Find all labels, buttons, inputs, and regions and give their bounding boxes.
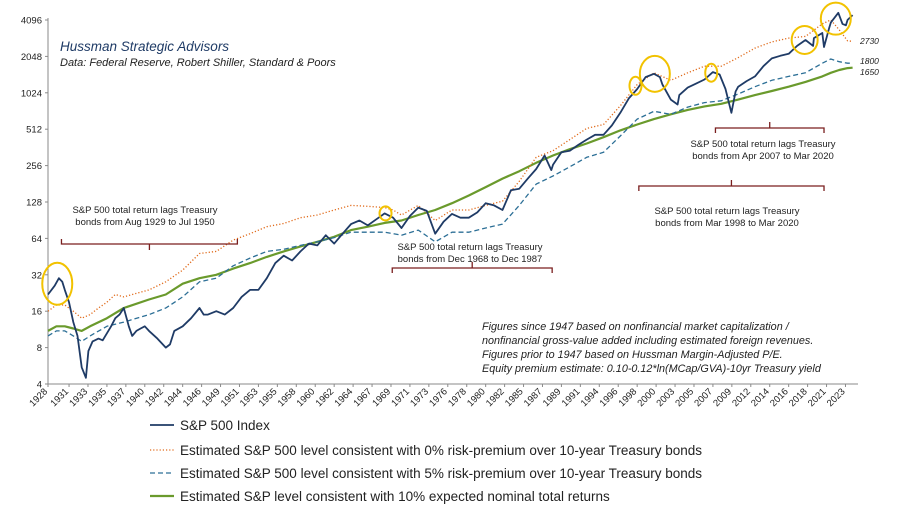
circle-1998 xyxy=(628,75,643,96)
y-tick-label: 1024 xyxy=(21,88,42,99)
x-tick-label: 1982 xyxy=(484,386,507,409)
x-tick-label: 1928 xyxy=(27,386,50,409)
series-zero-premium-line xyxy=(47,19,853,319)
annotation-bracket xyxy=(638,180,825,191)
x-tick-label: 1998 xyxy=(617,386,640,409)
x-tick-label: 1937 xyxy=(105,386,128,409)
annotation-layer: S&P 500 total return lags Treasurybonds … xyxy=(60,122,836,273)
x-tick-label: 1971 xyxy=(389,386,412,409)
y-tick-label: 2048 xyxy=(21,52,42,63)
x-tick-label: 2021 xyxy=(806,386,829,409)
legend-label-five-premium: Estimated S&P 500 level consistent with … xyxy=(180,466,702,481)
y-tick-label: 4096 xyxy=(21,16,42,27)
y-tick-label: 32 xyxy=(31,270,42,281)
info-line-1: Figures since 1947 based on nonfinancial… xyxy=(482,321,790,333)
annotation-bracket xyxy=(391,262,553,273)
x-tick-label: 1944 xyxy=(162,386,185,409)
y-tick-label: 4 xyxy=(37,380,42,391)
x-tick-label: 2003 xyxy=(654,386,677,409)
x-tick-label: 1976 xyxy=(427,386,450,409)
x-tick-label: 1969 xyxy=(370,386,393,409)
circle-1968 xyxy=(378,205,393,222)
x-tick-label: 1987 xyxy=(522,386,545,409)
annotation-text: S&P 500 total return lags Treasury xyxy=(72,205,217,216)
x-tick-label: 2023 xyxy=(825,386,848,409)
x-tick-label: 1958 xyxy=(276,386,299,409)
end-label-five-premium: 1800 xyxy=(860,56,879,66)
x-tick-label: 1951 xyxy=(219,386,242,409)
y-axis: 4 8 16 32 64 128 256 512 1024 2048 4096 xyxy=(21,16,48,391)
legend: S&P 500 Index Estimated S&P 500 level co… xyxy=(150,418,702,504)
annotation-text: S&P 500 total return lags Treasury xyxy=(397,242,542,253)
end-label-zero-premium: 2730 xyxy=(859,36,879,46)
x-tick-label: 1940 xyxy=(124,386,147,409)
annotation-text: bonds from Aug 1929 to Jul 1950 xyxy=(75,217,214,228)
x-tick-label: 2005 xyxy=(673,386,696,409)
x-tick-label: 1964 xyxy=(332,386,355,409)
chart-header-subtitle: Data: Federal Reserve, Robert Shiller, S… xyxy=(60,57,336,69)
x-tick-label: 1946 xyxy=(181,386,204,409)
x-tick-label: 1991 xyxy=(560,386,583,409)
x-tick-label: 1935 xyxy=(86,386,109,409)
circle-1929 xyxy=(41,261,74,306)
x-tick-label: 1973 xyxy=(408,386,431,409)
y-tick-label: 512 xyxy=(26,125,42,136)
x-tick-label: 1931 xyxy=(48,386,71,409)
x-tick-label: 1962 xyxy=(314,386,337,409)
info-line-4: Equity premium estimate: 0.10-0.12*ln(MC… xyxy=(482,363,822,375)
x-tick-label: 1933 xyxy=(67,386,90,409)
legend-label-sp500: S&P 500 Index xyxy=(180,418,270,433)
x-tick-label: 1949 xyxy=(200,386,223,409)
info-line-2: nonfinancial gross-value added including… xyxy=(482,335,813,347)
y-tick-label: 8 xyxy=(37,343,42,354)
x-tick-label: 1942 xyxy=(143,386,166,409)
series-five-premium-line xyxy=(47,58,853,343)
annotation-bracket xyxy=(60,239,239,250)
circle-2007 xyxy=(704,62,719,83)
highlight-layer xyxy=(41,1,852,306)
x-tick-label: 1953 xyxy=(238,386,261,409)
annotation-text: S&P 500 total return lags Treasury xyxy=(654,206,799,217)
x-tick-label: 1985 xyxy=(503,386,526,409)
y-tick-label: 256 xyxy=(26,161,42,172)
x-tick-label: 2007 xyxy=(692,386,715,409)
info-line-3: Figures prior to 1947 based on Hussman M… xyxy=(482,349,783,361)
y-tick-label: 64 xyxy=(31,234,42,245)
legend-label-zero-premium: Estimated S&P 500 level consistent with … xyxy=(180,443,702,458)
x-tick-label: 2018 xyxy=(787,386,810,409)
x-axis: 1928193119331935193719401942194419461949… xyxy=(27,384,848,409)
x-tick-label: 1960 xyxy=(295,386,318,409)
series-ten-percent-line xyxy=(47,66,853,332)
x-tick-label: 2000 xyxy=(635,386,658,409)
circle-2018 xyxy=(790,24,819,55)
circle-2021 xyxy=(819,1,852,36)
x-tick-label: 2012 xyxy=(730,386,753,409)
x-tick-label: 1996 xyxy=(598,386,621,409)
x-tick-label: 1967 xyxy=(351,386,374,409)
legend-label-ten-percent: Estimated S&P level consistent with 10% … xyxy=(180,489,610,504)
annotation-text: S&P 500 total return lags Treasury xyxy=(690,139,835,150)
x-tick-label: 1978 xyxy=(446,386,469,409)
annotation-text: bonds from Mar 1998 to Mar 2020 xyxy=(655,218,799,229)
circle-2000 xyxy=(638,54,671,93)
x-tick-label: 2009 xyxy=(711,386,734,409)
x-tick-label: 1955 xyxy=(257,386,280,409)
series-sp500-line xyxy=(47,11,854,379)
annotation-bracket xyxy=(714,122,825,133)
y-tick-label: 16 xyxy=(31,307,42,318)
series-layer xyxy=(47,11,854,379)
x-tick-label: 1994 xyxy=(579,386,602,409)
annotation-text: bonds from Apr 2007 to Mar 2020 xyxy=(692,151,834,162)
chart-header-title: Hussman Strategic Advisors xyxy=(60,39,229,54)
y-tick-label: 128 xyxy=(26,198,42,209)
x-tick-label: 2016 xyxy=(768,386,791,409)
x-tick-label: 1989 xyxy=(541,386,564,409)
x-tick-label: 2014 xyxy=(749,386,772,409)
x-tick-label: 1980 xyxy=(465,386,488,409)
end-label-ten-percent: 1650 xyxy=(860,67,879,77)
annotation-text: bonds from Dec 1968 to Dec 1987 xyxy=(398,254,543,265)
